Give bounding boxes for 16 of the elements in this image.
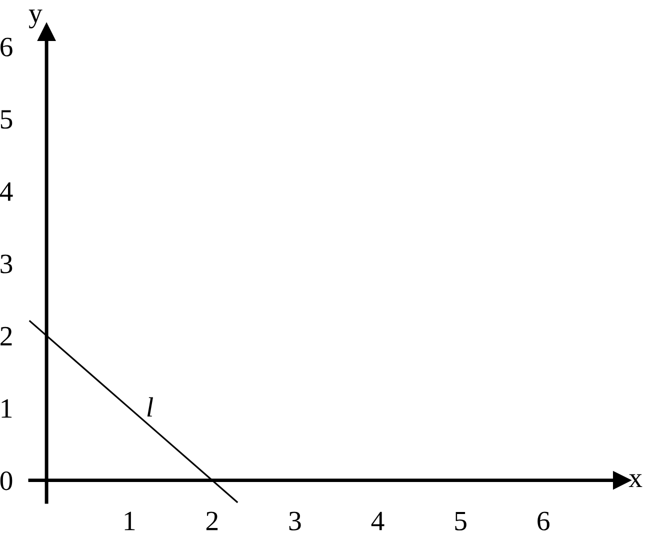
y-tick-label: 5	[0, 110, 12, 129]
x-axis-title: x	[628, 474, 642, 487]
x-tick-label: 6	[538, 512, 550, 530]
y-tick-label: 0	[0, 471, 12, 490]
x-tick-label: 4	[371, 512, 384, 530]
y-tick-label: 3	[0, 254, 12, 274]
x-tick-label: 1	[124, 512, 135, 530]
annotation: l	[147, 397, 154, 417]
x-tick-label: 5	[455, 512, 466, 530]
x-tick-label: 2	[206, 512, 218, 530]
y-axis-title: y	[28, 10, 42, 28]
y-tick-label: 4	[0, 182, 13, 201]
y-tick-label: 6	[0, 38, 12, 56]
y-tick-label: 2	[0, 326, 12, 346]
y-tick-label: 1	[2, 399, 12, 418]
x-tick-label: 3	[289, 512, 301, 530]
